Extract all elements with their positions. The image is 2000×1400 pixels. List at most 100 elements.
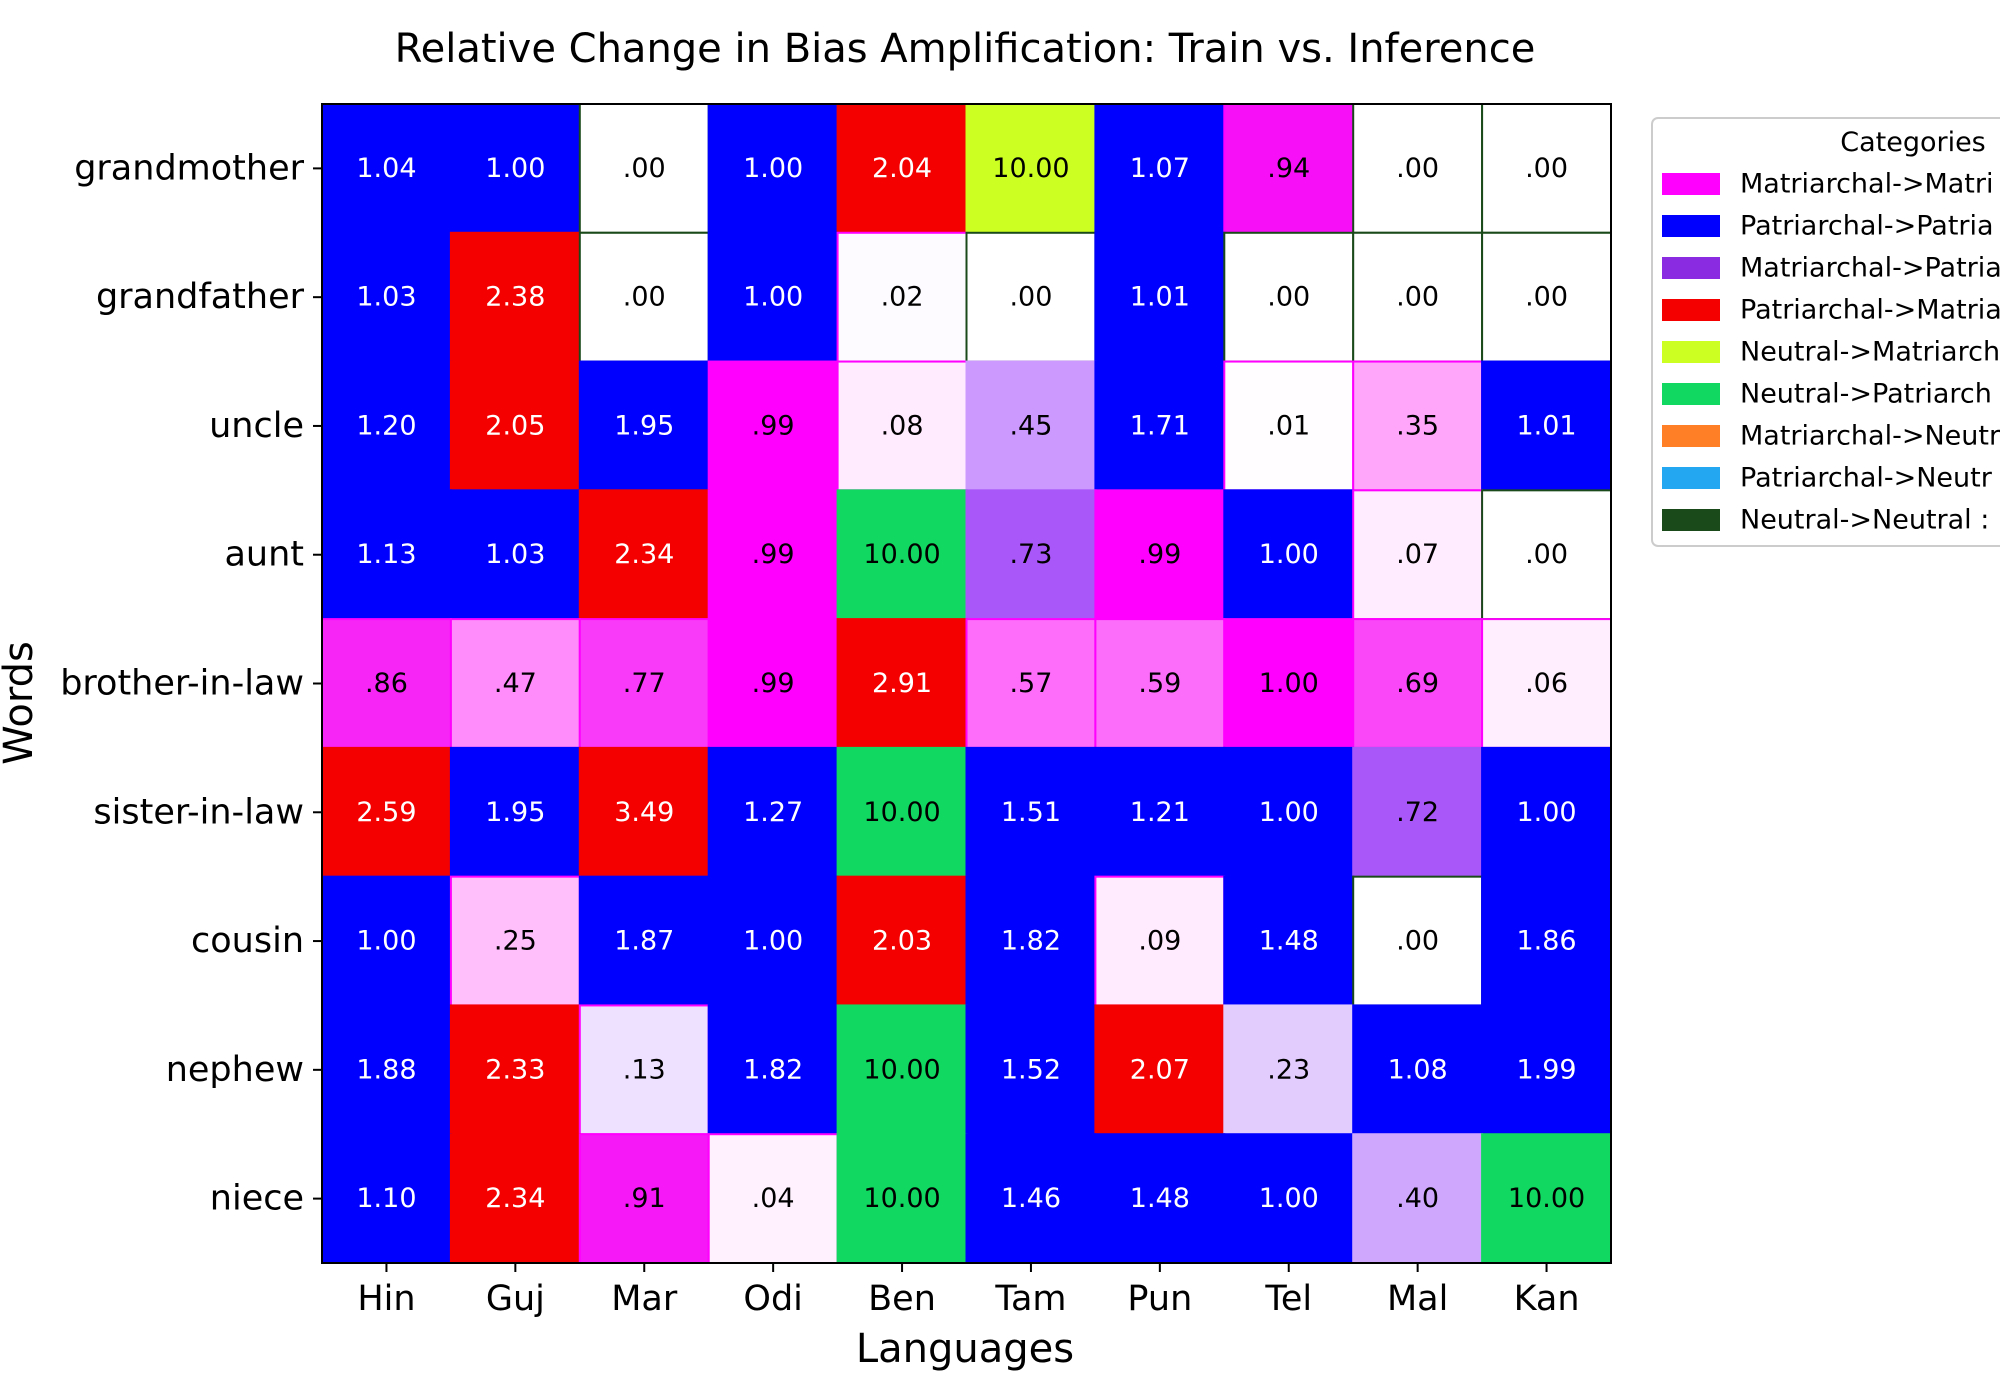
cell-value-label: .02 <box>881 282 924 313</box>
x-tick-label: Mal <box>1387 1279 1448 1319</box>
legend-swatch <box>1662 257 1720 279</box>
heatmap-cell <box>1094 1133 1226 1264</box>
cell-value-label: 2.34 <box>614 539 674 570</box>
cell-value-label: .13 <box>623 1054 666 1085</box>
cell-value-label: .40 <box>1396 1183 1439 1214</box>
cell-value-label: 10.00 <box>863 1183 940 1214</box>
x-tick-label: Mar <box>611 1279 678 1319</box>
x-tick-label: Tam <box>994 1279 1066 1319</box>
heatmap-cell <box>965 746 1097 878</box>
cell-value-label: 1.51 <box>1001 797 1061 828</box>
cell-value-label: .45 <box>1009 410 1052 441</box>
cell-value-label: 1.00 <box>1259 1183 1319 1214</box>
x-tick-label: Kan <box>1514 1279 1580 1319</box>
heatmap-cell <box>449 1004 581 1136</box>
legend-items: Matriarchal->Matri Patriarchal->Patria Mat… <box>1662 169 2000 536</box>
heatmap-cell <box>1094 360 1226 492</box>
y-tick-label: cousin <box>191 921 304 961</box>
cell-value-label: .57 <box>1009 668 1052 699</box>
legend-entry-label: Neutral->Neutral : <box>1740 505 1989 536</box>
x-axis-label: Languages <box>856 1326 1074 1372</box>
cell-value-label: .00 <box>1267 282 1310 313</box>
heatmap-cell <box>1223 231 1355 363</box>
cell-value-label: 1.00 <box>743 282 803 313</box>
y-tick-label: sister-in-law <box>93 792 304 832</box>
heatmap-cell <box>1352 231 1484 363</box>
legend-entry-label: Patriarchal->Matria <box>1740 295 2000 326</box>
heatmap-cell <box>1481 103 1612 234</box>
heatmap-cell <box>1481 489 1612 621</box>
cell-value-label: .01 <box>1267 410 1310 441</box>
heatmap-cell <box>1094 231 1226 363</box>
cell-value-label: 2.07 <box>1130 1054 1190 1085</box>
heatmap-cell <box>1223 1133 1355 1264</box>
heatmap-cell <box>1352 1004 1484 1136</box>
heatmap-cell <box>1352 746 1484 878</box>
legend-entry-label: Patriarchal->Neutr <box>1740 463 1993 494</box>
cell-value-label: 2.03 <box>872 926 932 957</box>
legend-swatch <box>1662 509 1720 531</box>
heatmap-cell <box>965 489 1097 621</box>
cell-value-label: 1.46 <box>1001 1183 1061 1214</box>
legend-entry-label: Matriarchal->Patria <box>1740 253 2000 284</box>
cell-value-label: 1.82 <box>1001 926 1061 957</box>
cell-value-label: 2.38 <box>485 282 545 313</box>
heatmap-cell <box>707 875 839 1007</box>
x-tick-label: Tel <box>1264 1279 1312 1319</box>
cell-value-label: .06 <box>1525 668 1568 699</box>
heatmap-cells: 1.04 1.00 .00 1.00 2.04 10.00 1.07 .94 .00 .00 1.0… <box>321 103 1612 1264</box>
cell-value-label: .99 <box>752 539 795 570</box>
heatmap-cell <box>707 1133 839 1264</box>
heatmap-cell <box>1223 489 1355 621</box>
heatmap-cell <box>836 1004 968 1136</box>
heatmap-cell <box>965 875 1097 1007</box>
cell-value-label: .00 <box>1396 282 1439 313</box>
cell-value-label: 1.99 <box>1516 1054 1576 1085</box>
cell-value-label: .08 <box>881 410 924 441</box>
cell-value-label: 1.00 <box>485 153 545 184</box>
cell-value-label: .00 <box>623 282 666 313</box>
heatmap-cell <box>1223 103 1355 234</box>
legend-swatch <box>1662 299 1720 321</box>
legend-entry-label: Neutral->Patriarch <box>1740 379 1992 410</box>
cell-value-label: 3.49 <box>614 797 674 828</box>
cell-value-label: .99 <box>752 410 795 441</box>
cell-value-label: 1.21 <box>1130 797 1190 828</box>
y-tick-label: grandmother <box>74 148 304 188</box>
cell-value-label: 2.34 <box>485 1183 545 1214</box>
heatmap-cell <box>321 103 452 234</box>
y-tick-label: niece <box>210 1179 304 1219</box>
heatmap-cell <box>449 103 581 234</box>
cell-value-label: 1.01 <box>1516 410 1576 441</box>
y-axis-ticks: grandmother grandfather uncle aunt brother-i… <box>60 148 322 1219</box>
cell-value-label: 1.00 <box>1516 797 1576 828</box>
x-tick-label: Ben <box>868 1279 936 1319</box>
heatmap-cell <box>1094 618 1226 749</box>
cell-value-label: 10.00 <box>1508 1183 1585 1214</box>
legend-title: Categories <box>1840 127 1986 158</box>
heatmap-cell <box>1223 1004 1355 1136</box>
cell-value-label: .73 <box>1009 539 1052 570</box>
heatmap-cell <box>965 231 1097 363</box>
cell-value-label: .23 <box>1267 1054 1310 1085</box>
cell-value-label: .00 <box>1525 539 1568 570</box>
heatmap-cell <box>578 1004 710 1136</box>
heatmap-cell <box>449 618 581 749</box>
cell-value-label: .09 <box>1138 926 1181 957</box>
cell-value-label: .86 <box>365 668 408 699</box>
cell-value-label: .07 <box>1396 539 1439 570</box>
legend-swatch <box>1662 383 1720 405</box>
cell-value-label: 1.71 <box>1130 410 1190 441</box>
heatmap-cell <box>965 618 1097 749</box>
legend-swatch <box>1662 341 1720 363</box>
cell-value-label: .69 <box>1396 668 1439 699</box>
heatmap-cell <box>578 1133 710 1264</box>
heatmap-cell <box>1352 875 1484 1007</box>
cell-value-label: 1.95 <box>614 410 674 441</box>
cell-value-label: 10.00 <box>863 797 940 828</box>
legend: Categories Matriarchal->Matri Patriarchal… <box>1651 117 2000 547</box>
cell-value-label: .59 <box>1138 668 1181 699</box>
heatmap-cell <box>449 1133 581 1264</box>
legend-swatch <box>1662 425 1720 447</box>
cell-value-label: 2.04 <box>872 153 932 184</box>
